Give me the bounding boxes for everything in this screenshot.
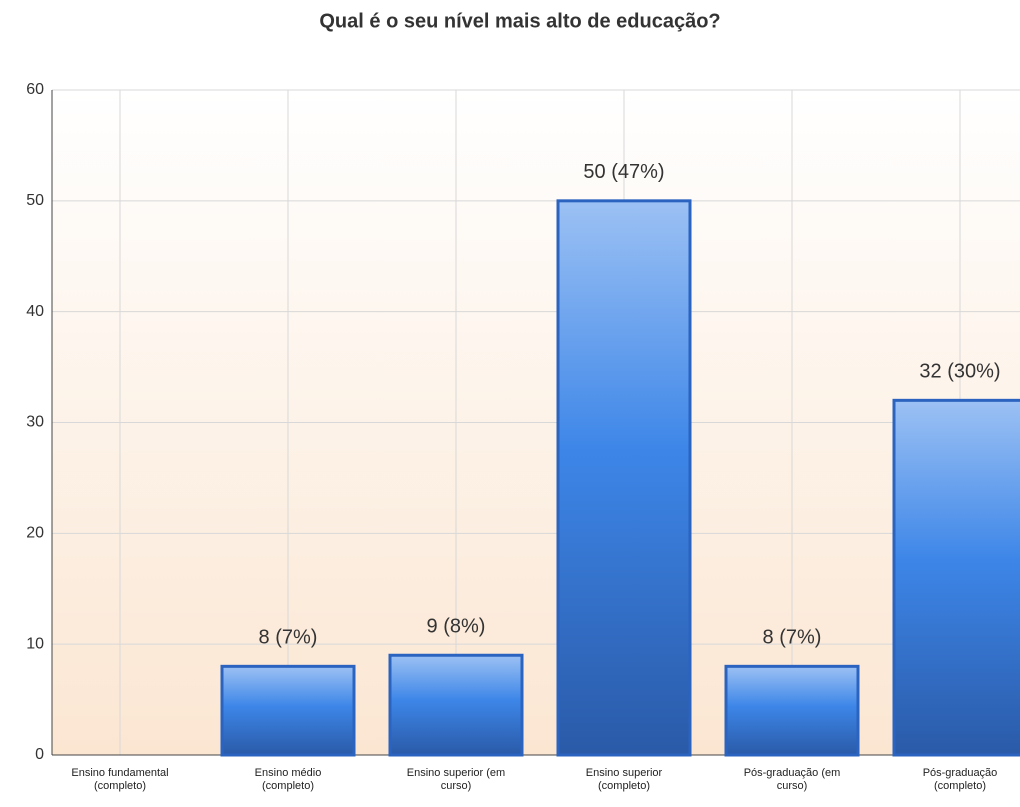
bar [892,398,1020,757]
bar [388,653,524,757]
y-tick-label: 30 [26,414,44,431]
bar [556,199,692,757]
y-tick-label: 10 [26,635,44,652]
value-label: 8 (7%) [259,627,318,649]
value-label: 8 (7%) [763,627,822,649]
x-tick-label: Ensino médio (completo) [254,767,322,792]
y-tick-label: 50 [26,192,44,209]
y-tick-label: 0 [35,746,44,763]
x-tick-label: Pós-graduação (completo) [922,767,998,792]
value-label: 32 (30%) [919,361,1000,383]
chart-title: Qual é o seu nível mais alto de educação… [319,10,720,32]
y-tick-label: 40 [26,303,44,320]
bar [220,664,356,757]
y-tick-label: 60 [26,81,44,98]
x-tick-label: Pós-graduação (em curso) [743,767,841,792]
x-tick-label: Ensino superior (em curso) [406,767,506,792]
value-label: 9 (8%) [427,616,486,638]
x-tick-label: Ensino superior (completo) [585,767,663,792]
y-tick-label: 20 [26,525,44,542]
bar [724,664,860,757]
value-label: 50 (47%) [583,161,664,183]
x-tick-label: Ensino fundamental (completo) [71,767,169,792]
